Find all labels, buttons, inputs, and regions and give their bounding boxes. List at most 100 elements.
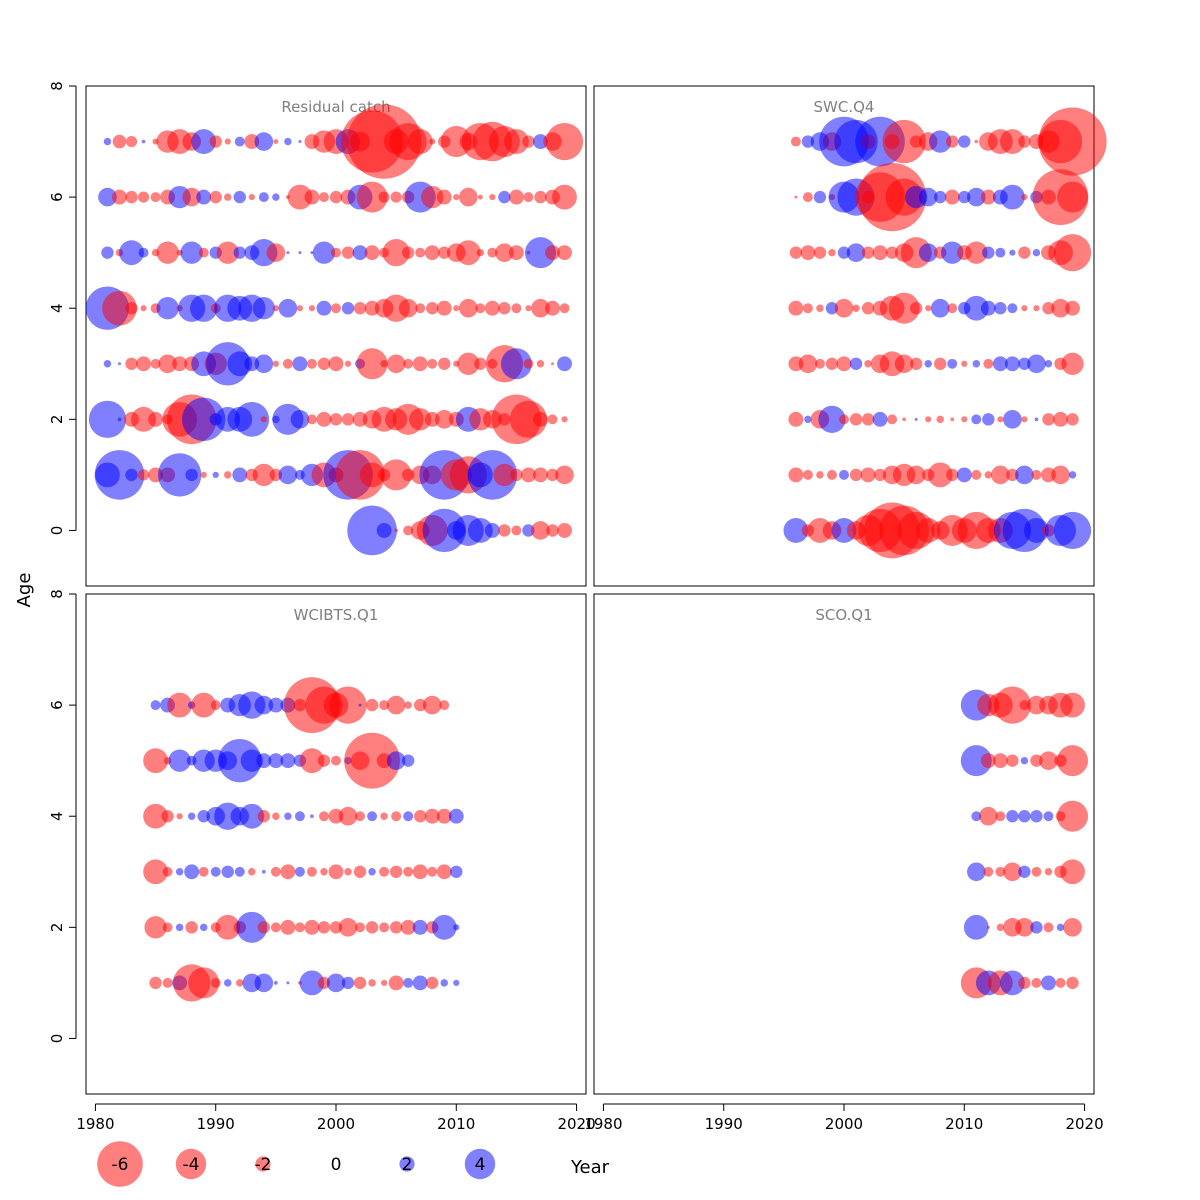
residual-bubble <box>233 246 246 259</box>
residual-bubble <box>398 298 418 318</box>
residual-bubble <box>138 247 149 258</box>
legend-bubble <box>399 1156 415 1172</box>
residual-bubble <box>379 922 390 933</box>
residual-bubble <box>1018 135 1031 148</box>
residual-bubble <box>967 187 986 207</box>
residual-bubble <box>272 360 279 367</box>
residual-bubble <box>162 977 173 988</box>
residual-bubble <box>358 703 362 707</box>
residual-bubble <box>1053 511 1092 550</box>
residual-bubble <box>224 979 232 987</box>
residual-bubble <box>827 469 837 480</box>
residual-bubble <box>533 467 548 483</box>
residual-bubble <box>317 921 331 934</box>
residual-bubble <box>191 129 217 154</box>
residual-bubble <box>422 508 466 553</box>
residual-bubble <box>802 192 813 203</box>
residual-bubble <box>210 977 221 988</box>
residual-bubble <box>401 468 415 482</box>
residual-bubble <box>254 695 274 715</box>
residual-bubble <box>310 251 314 255</box>
residual-bubble <box>861 413 875 426</box>
residual-bubble <box>477 194 483 200</box>
residual-bubble <box>286 981 290 985</box>
residual-bubble <box>825 357 839 370</box>
residual-bubble <box>254 973 274 993</box>
residual-bubble <box>424 808 440 824</box>
residual-bubble <box>341 246 355 259</box>
residual-bubble <box>1004 356 1020 372</box>
residual-bubble <box>119 240 144 266</box>
residual-bubble <box>236 979 244 987</box>
residual-bubble <box>180 241 203 264</box>
residual-bubble <box>284 137 292 146</box>
residual-bubble <box>1042 413 1055 426</box>
residual-bubble <box>182 187 201 207</box>
residual-bubble <box>1019 700 1030 711</box>
residual-bubble <box>536 360 545 368</box>
x-tick-label: 2020 <box>557 1115 595 1133</box>
residual-bubble <box>1027 354 1046 374</box>
residual-bubble <box>510 468 523 482</box>
residual-bubble <box>412 975 428 991</box>
residual-bubble <box>338 806 358 826</box>
residual-bubble <box>157 453 202 497</box>
y-tick-label: 4 <box>48 303 66 313</box>
residual-bubble <box>88 400 127 438</box>
residual-bubble <box>294 922 305 933</box>
residual-bubble <box>380 360 388 368</box>
residual-bubble <box>958 135 971 148</box>
residual-bubble <box>365 921 379 934</box>
residual-bubble <box>412 356 428 372</box>
residual-bubble <box>498 302 511 315</box>
residual-bubble <box>484 523 500 538</box>
residual-bubble <box>94 450 145 500</box>
residual-bubble <box>551 362 555 366</box>
residual-bubble <box>434 410 454 429</box>
legend-label: -6 <box>112 1155 129 1175</box>
residual-bubble <box>918 243 938 262</box>
residual-bubble <box>236 911 268 943</box>
residual-bubble <box>101 246 114 259</box>
residual-bubble <box>546 524 559 537</box>
residual-bubble <box>888 292 920 324</box>
residual-bubble <box>143 803 168 829</box>
residual-bubble <box>403 866 414 877</box>
residual-bubble <box>1006 754 1019 767</box>
residual-bubble <box>117 362 121 366</box>
residual-bubble <box>813 190 827 204</box>
residual-bubble <box>1018 357 1031 370</box>
residual-bubble <box>391 811 402 822</box>
residual-bubble <box>386 695 406 715</box>
x-tick-label: 2020 <box>1065 1115 1103 1133</box>
residual-bubble <box>306 414 317 425</box>
residual-bubble <box>379 866 390 877</box>
residual-bubble <box>457 352 480 375</box>
residual-bubble <box>852 304 860 312</box>
residual-bubble <box>1015 465 1034 485</box>
residual-bubble <box>292 356 308 372</box>
residual-bubble <box>545 122 584 161</box>
residual-bubble <box>278 465 298 485</box>
residual-bubble <box>459 187 478 207</box>
residual-bubble <box>992 356 1008 372</box>
residual-bubble <box>1030 810 1043 823</box>
residual-bubble <box>992 753 1008 769</box>
residual-bubble <box>221 865 234 878</box>
residual-bubble <box>413 810 427 823</box>
x-tick-label: 2010 <box>437 1115 475 1133</box>
residual-bubble <box>950 417 955 422</box>
residual-bubble <box>436 808 452 824</box>
residual-bubble <box>849 413 863 426</box>
residual-bubble <box>125 302 138 315</box>
residual-bubble <box>1068 471 1077 479</box>
residual-bubble <box>1032 248 1041 257</box>
residual-bubble <box>489 194 496 201</box>
residual-bubble <box>453 979 460 986</box>
residual-bubble <box>561 416 568 423</box>
residual-bubble <box>260 416 267 423</box>
residual-bubble <box>306 358 317 369</box>
residual-bubble <box>1024 518 1049 543</box>
residual-bubble <box>209 190 222 204</box>
